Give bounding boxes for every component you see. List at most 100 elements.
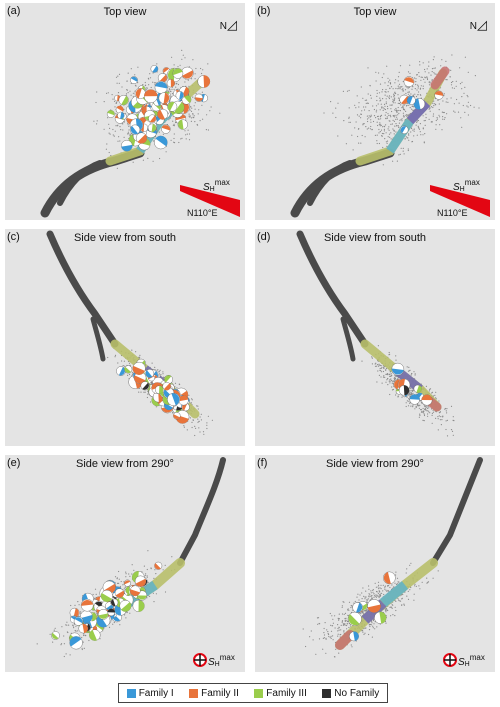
event-dot <box>397 80 399 82</box>
event-dot <box>411 88 413 90</box>
panel-e-plot <box>36 457 226 667</box>
event-dot <box>357 593 359 595</box>
event-dot <box>348 117 350 119</box>
event-dot <box>356 596 358 598</box>
event-dot <box>354 104 356 106</box>
event-dot <box>107 117 109 119</box>
event-dot <box>375 586 377 588</box>
event-dot <box>388 590 390 592</box>
event-dot <box>387 108 389 110</box>
event-dot <box>432 411 435 413</box>
event-dot <box>195 92 197 95</box>
event-dot <box>424 133 426 135</box>
event-dot <box>453 110 455 112</box>
event-dot <box>411 140 414 143</box>
event-dot <box>394 82 396 84</box>
event-dot <box>174 382 177 384</box>
event-dot <box>370 119 372 121</box>
event-dot <box>397 94 399 96</box>
event-dot <box>406 115 408 117</box>
event-dot <box>65 624 67 626</box>
event-dot <box>200 419 202 421</box>
event-dot <box>403 116 405 118</box>
event-dot <box>391 607 393 609</box>
event-dot <box>410 131 412 133</box>
event-dot <box>405 105 408 107</box>
event-dot <box>428 411 430 413</box>
event-dot <box>398 122 400 124</box>
focal-mechanism-ball <box>181 94 192 105</box>
event-dot <box>112 98 114 100</box>
event-dot <box>420 79 422 81</box>
stimulated-section-blue <box>386 118 414 154</box>
event-dot <box>380 118 382 120</box>
event-dot <box>364 598 366 600</box>
event-dot <box>347 614 349 616</box>
event-dot <box>379 116 382 118</box>
event-dot <box>378 584 380 586</box>
event-dot <box>345 143 347 145</box>
event-dot <box>117 92 120 94</box>
event-dot <box>191 107 193 109</box>
event-dot <box>339 634 341 636</box>
event-dot <box>420 411 423 413</box>
event-dot <box>201 91 203 93</box>
event-dot <box>385 88 387 91</box>
event-dot <box>445 60 447 63</box>
event-dot <box>191 398 193 400</box>
event-dot <box>406 114 408 116</box>
event-dot <box>93 597 96 599</box>
event-dot <box>396 583 399 585</box>
event-dot <box>388 133 391 135</box>
event-dot <box>438 415 440 417</box>
event-dot <box>382 164 384 166</box>
event-dot <box>370 115 372 117</box>
event-dot <box>453 420 455 422</box>
event-dot <box>407 137 409 139</box>
event-dot <box>177 83 179 86</box>
event-dot <box>171 88 173 90</box>
event-dot <box>96 91 98 93</box>
event-dot <box>424 68 426 71</box>
focal-mechanism-ball <box>129 124 141 135</box>
event-dot <box>170 90 172 92</box>
event-dot <box>378 92 381 94</box>
event-dot <box>338 626 340 628</box>
event-dot <box>391 380 393 382</box>
event-dot <box>361 598 363 600</box>
focal-mechanism-ball <box>177 119 188 130</box>
event-dot <box>354 600 356 603</box>
focal-mechanism-ball <box>161 124 171 134</box>
event-dot <box>428 118 430 120</box>
event-dot <box>446 408 448 410</box>
event-dot <box>199 431 201 433</box>
event-dot <box>389 379 391 381</box>
event-dot <box>391 123 393 125</box>
event-dot <box>129 90 131 92</box>
event-dot <box>365 106 367 108</box>
event-dot <box>388 95 391 97</box>
event-dot <box>419 400 421 402</box>
event-dot <box>390 138 392 140</box>
event-dot <box>370 94 372 96</box>
event-dot <box>167 89 169 91</box>
event-dot <box>378 374 380 376</box>
event-dot <box>189 115 191 117</box>
event-dot <box>351 646 353 648</box>
panel-label: (d) <box>257 231 271 243</box>
event-dot <box>113 621 115 624</box>
panel-a: (a) Top view N◿ SHmax N110°E <box>5 3 245 220</box>
event-dot <box>368 595 370 597</box>
wellbore-main <box>46 230 119 348</box>
event-dot <box>188 115 190 117</box>
panel-label: (c) <box>7 231 20 243</box>
event-dot <box>431 412 433 414</box>
event-dot <box>387 85 389 87</box>
event-dot <box>407 598 410 600</box>
event-dot <box>344 624 346 626</box>
event-dot <box>189 116 191 118</box>
event-dot <box>362 587 364 589</box>
event-dot <box>417 94 419 96</box>
legend-item-no-family: No Family <box>322 688 379 699</box>
event-dot <box>382 376 385 378</box>
